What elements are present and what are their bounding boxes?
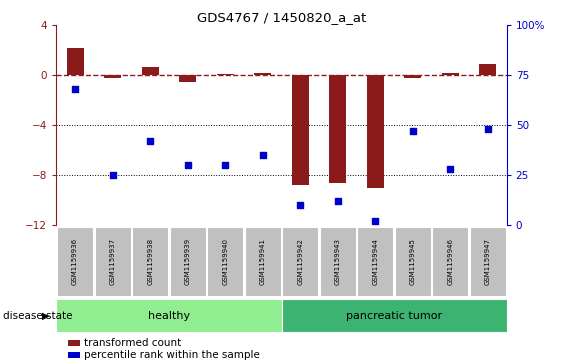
Text: transformed count: transformed count <box>84 338 182 348</box>
Text: GSM1159941: GSM1159941 <box>260 238 266 285</box>
Text: GSM1159939: GSM1159939 <box>185 238 191 285</box>
Point <box>221 162 230 168</box>
Text: GSM1159944: GSM1159944 <box>372 238 378 285</box>
Bar <box>104 75 121 78</box>
Bar <box>179 75 196 82</box>
Text: pancreatic tumor: pancreatic tumor <box>346 311 442 321</box>
Text: GSM1159943: GSM1159943 <box>335 238 341 285</box>
Bar <box>245 227 281 296</box>
Bar <box>132 227 168 296</box>
Point <box>296 202 305 208</box>
Text: GSM1159938: GSM1159938 <box>147 238 153 285</box>
Text: percentile rank within the sample: percentile rank within the sample <box>84 350 260 360</box>
Bar <box>320 227 356 296</box>
Point <box>484 126 493 132</box>
Bar <box>169 227 205 296</box>
Title: GDS4767 / 1450820_a_at: GDS4767 / 1450820_a_at <box>197 11 366 24</box>
Text: GSM1159936: GSM1159936 <box>72 238 78 285</box>
Bar <box>432 227 468 296</box>
Text: GSM1159937: GSM1159937 <box>110 238 115 285</box>
Bar <box>282 299 507 332</box>
Point <box>146 138 155 144</box>
Bar <box>66 48 83 75</box>
Bar <box>207 227 243 296</box>
Bar <box>480 64 497 75</box>
Bar <box>329 75 346 183</box>
Point <box>446 166 455 172</box>
Bar <box>95 227 131 296</box>
Text: GSM1159946: GSM1159946 <box>448 238 453 285</box>
Text: GSM1159947: GSM1159947 <box>485 238 491 285</box>
Text: healthy: healthy <box>148 311 190 321</box>
Text: ▶: ▶ <box>42 311 50 321</box>
Point <box>371 218 380 224</box>
Bar <box>404 75 421 78</box>
Text: GSM1159945: GSM1159945 <box>410 238 416 285</box>
Text: GSM1159942: GSM1159942 <box>297 238 303 285</box>
Bar <box>282 227 318 296</box>
Text: disease state: disease state <box>3 311 72 321</box>
Bar <box>442 73 459 75</box>
Bar <box>358 227 394 296</box>
Bar <box>57 227 93 296</box>
Bar <box>217 74 234 75</box>
Bar <box>56 299 282 332</box>
Point <box>258 152 267 158</box>
Bar <box>367 75 384 188</box>
Bar <box>395 227 431 296</box>
Point <box>333 198 342 204</box>
Bar <box>470 227 506 296</box>
Point <box>183 162 192 168</box>
Text: GSM1159940: GSM1159940 <box>222 238 228 285</box>
Point <box>70 86 79 92</box>
Bar <box>254 73 271 75</box>
Bar <box>292 75 309 185</box>
Bar <box>142 66 159 75</box>
Point <box>108 172 117 178</box>
Point <box>408 129 417 134</box>
